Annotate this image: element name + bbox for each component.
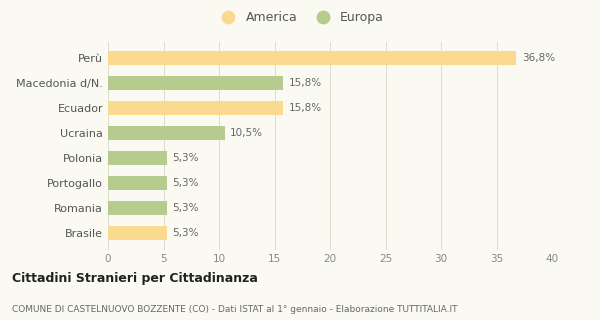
Text: 15,8%: 15,8% <box>289 78 322 88</box>
Bar <box>108 151 167 165</box>
Bar <box>108 226 167 240</box>
Legend: America, Europa: America, Europa <box>211 6 389 29</box>
Text: 36,8%: 36,8% <box>522 53 555 63</box>
Bar <box>108 201 167 215</box>
Text: 15,8%: 15,8% <box>289 103 322 113</box>
Bar <box>108 176 167 190</box>
Text: COMUNE DI CASTELNUOVO BOZZENTE (CO) - Dati ISTAT al 1° gennaio - Elaborazione TU: COMUNE DI CASTELNUOVO BOZZENTE (CO) - Da… <box>12 305 458 314</box>
Bar <box>108 51 517 65</box>
Text: 5,3%: 5,3% <box>172 228 199 238</box>
Bar <box>108 101 283 115</box>
Text: 5,3%: 5,3% <box>172 178 199 188</box>
Text: 5,3%: 5,3% <box>172 153 199 163</box>
Text: 5,3%: 5,3% <box>172 203 199 213</box>
Text: Cittadini Stranieri per Cittadinanza: Cittadini Stranieri per Cittadinanza <box>12 272 258 285</box>
Bar <box>108 76 283 90</box>
Bar <box>108 126 224 140</box>
Text: 10,5%: 10,5% <box>230 128 263 138</box>
